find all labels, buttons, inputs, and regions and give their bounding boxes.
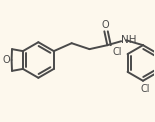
- Text: Cl: Cl: [113, 47, 122, 57]
- Text: Cl: Cl: [140, 84, 150, 94]
- Text: O: O: [102, 20, 109, 30]
- Text: NH: NH: [121, 35, 137, 45]
- Text: O: O: [3, 55, 10, 65]
